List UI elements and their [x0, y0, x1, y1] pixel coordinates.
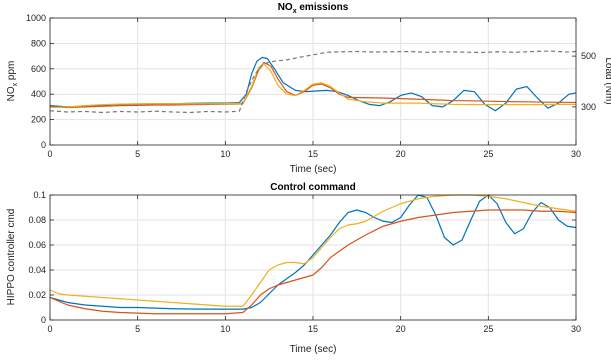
nox-x-tick-label-2: 10	[220, 149, 230, 159]
nox-x-axis-label: Time (sec)	[290, 164, 337, 175]
control-x-tick-label-4: 20	[396, 324, 406, 334]
control-command-panel: Control command HIPPO controller cmd Tim…	[6, 182, 581, 355]
nox-chart-title: NOx emissions	[278, 2, 349, 15]
nox-y-tick-label-4: 800	[31, 38, 46, 48]
nox-x-tick-label-4: 20	[396, 149, 406, 159]
nox-x-tick-label-0: 0	[47, 149, 52, 159]
control-x-tick-label-2: 10	[220, 324, 230, 334]
nox-y-tick-label-3: 600	[31, 64, 46, 74]
nox-title-subscript: x	[293, 8, 297, 15]
nox-y-tick-label-2: 400	[31, 89, 46, 99]
nox-series-2-line	[49, 63, 576, 109]
nox-y-axis-label: NOx ppm	[6, 61, 19, 102]
control-series-0-line	[49, 194, 577, 310]
nox-x-tick-label-3: 15	[308, 149, 318, 159]
nox-y2-tick-label-1: 500	[581, 51, 596, 61]
control-x-tick-label-0: 0	[47, 324, 52, 334]
control-x-tick-label-3: 15	[308, 324, 318, 334]
control-x-tick-label-1: 5	[135, 324, 140, 334]
control-x-axis-label: Time (sec)	[290, 344, 337, 355]
control-chart-title: Control command	[270, 182, 356, 193]
control-y-tick-label-5: 0.1	[33, 190, 46, 200]
nox-title-main: NO	[278, 2, 293, 13]
nox-ylabel-main: NO	[6, 86, 17, 101]
nox-emissions-panel: NOx emissions NOx ppm Load (Nm) Time (se…	[6, 2, 611, 175]
control-x-tick-label-6: 30	[571, 324, 581, 334]
nox-x-tick-label-5: 25	[483, 149, 493, 159]
control-y-tick-label-0: 0	[41, 315, 46, 325]
control-y-tick-label-2: 0.04	[28, 265, 46, 275]
control-x-tick-label-5: 25	[483, 324, 493, 334]
nox-x-tick-label-1: 5	[135, 149, 140, 159]
control-series-1-line	[49, 209, 577, 315]
control-y-tick-label-4: 0.08	[28, 215, 46, 225]
control-y-tick-label-3: 0.06	[28, 240, 46, 250]
control-y-tick-label-1: 0.02	[28, 290, 46, 300]
nox-y-tick-label-5: 1000	[26, 13, 46, 23]
nox-y2-tick-label-0: 300	[581, 102, 596, 112]
nox-y-tick-label-0: 0	[41, 140, 46, 150]
nox-y-tick-label-1: 200	[31, 115, 46, 125]
nox-ylabel-suffix: ppm	[6, 61, 17, 83]
nox-title-suffix: emissions	[297, 2, 349, 13]
control-y-axis-label: HIPPO controller cmd	[6, 209, 17, 306]
nox-series-3-line	[49, 50, 577, 114]
nox-y2-axis-label: Load (Nm)	[603, 57, 611, 104]
nox-x-tick-label-6: 30	[571, 149, 581, 159]
nox-ylabel-subscript: x	[12, 82, 19, 86]
